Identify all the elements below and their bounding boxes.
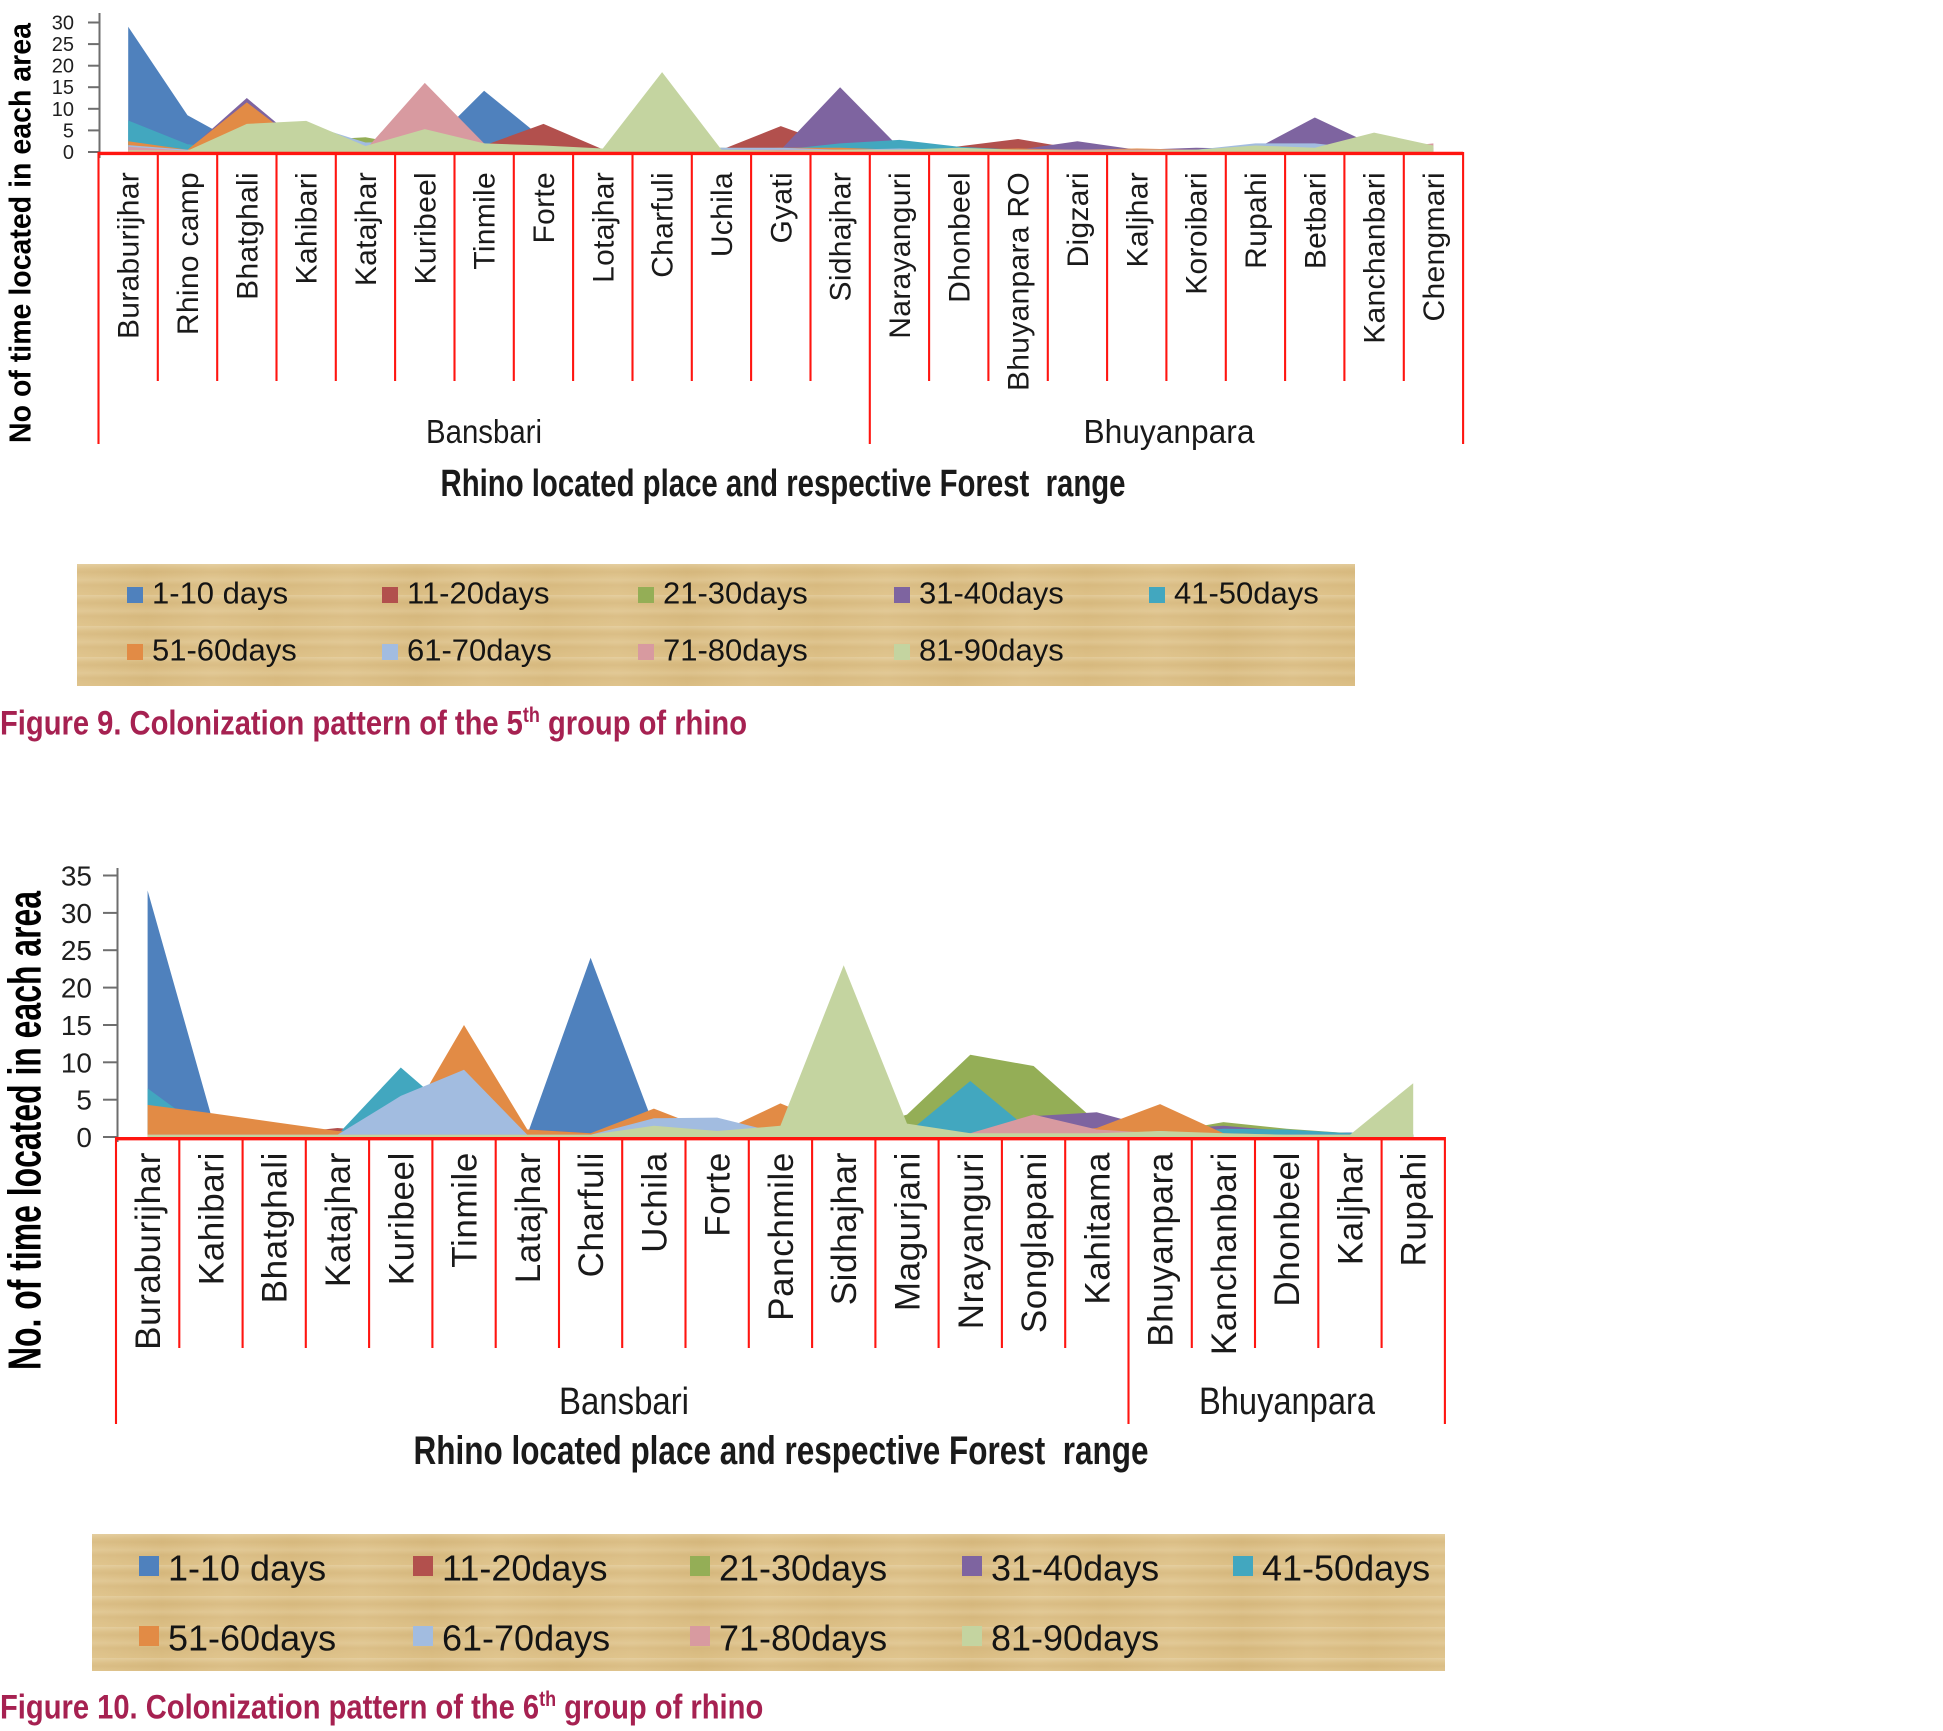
svg-text:Forte: Forte (528, 172, 561, 244)
svg-text:Rhino camp: Rhino camp (172, 172, 205, 335)
svg-text:Kanchanbari: Kanchanbari (1205, 1152, 1244, 1355)
svg-text:Digzari: Digzari (1062, 172, 1095, 267)
svg-text:35: 35 (61, 861, 92, 892)
svg-text:Dhonbeel: Dhonbeel (943, 172, 976, 303)
svg-text:0: 0 (63, 142, 74, 164)
svg-text:Uchila: Uchila (706, 172, 739, 257)
svg-text:Bhuyanpara: Bhuyanpara (1199, 1381, 1376, 1423)
svg-text:Buraburijhar: Buraburijhar (129, 1152, 168, 1350)
svg-text:Rupahi: Rupahi (1240, 172, 1273, 269)
svg-text:Kaljhar: Kaljhar (1121, 172, 1154, 267)
svg-text:Kahitama: Kahitama (1078, 1152, 1117, 1305)
svg-text:Rhino located place and respec: Rhino located place and respective Fores… (441, 463, 1126, 505)
svg-text:Kanchanbari: Kanchanbari (1359, 172, 1392, 344)
svg-text:Sidhajhar: Sidhajhar (825, 1152, 864, 1305)
svg-text:Bhuyanpara: Bhuyanpara (1084, 413, 1256, 450)
svg-text:Nrayanguri: Nrayanguri (952, 1152, 991, 1329)
svg-text:Tinmile: Tinmile (446, 1152, 485, 1268)
svg-text:Latajhar: Latajhar (509, 1152, 548, 1283)
svg-text:Sidhajhar: Sidhajhar (825, 172, 858, 301)
svg-text:30: 30 (52, 13, 74, 35)
svg-text:Charfuli: Charfuli (647, 172, 680, 278)
svg-text:Gyati: Gyati (765, 172, 798, 244)
svg-text:Uchila: Uchila (635, 1152, 674, 1253)
svg-text:No. of time located in each ar: No. of time located in each area (0, 891, 51, 1370)
svg-text:Koroibari: Koroibari (1181, 172, 1214, 295)
svg-text:Panchmile: Panchmile (762, 1152, 801, 1321)
svg-text:Lotajhar: Lotajhar (587, 172, 620, 283)
svg-text:Bansbari: Bansbari (426, 413, 542, 450)
svg-text:Narayanguri: Narayanguri (884, 172, 917, 339)
svg-text:Rhino located place and respec: Rhino located place and respective Fores… (414, 1429, 1149, 1473)
svg-text:Dhonbeel: Dhonbeel (1268, 1152, 1307, 1307)
svg-text:Bhatghali: Bhatghali (256, 1152, 295, 1303)
svg-text:Kahibari: Kahibari (192, 1152, 231, 1285)
svg-text:0: 0 (76, 1122, 92, 1153)
svg-text:15: 15 (61, 1010, 92, 1041)
svg-text:Bhuyanpara: Bhuyanpara (1142, 1152, 1181, 1347)
svg-text:Charfuli: Charfuli (572, 1152, 611, 1277)
svg-text:30: 30 (61, 898, 92, 929)
svg-text:Rupahi: Rupahi (1395, 1152, 1434, 1267)
svg-text:Forte: Forte (699, 1152, 738, 1237)
svg-text:Songlapani: Songlapani (1015, 1152, 1054, 1333)
svg-text:Chengmari: Chengmari (1418, 172, 1451, 321)
svg-text:10: 10 (52, 99, 74, 121)
svg-text:Kaljhar: Kaljhar (1332, 1152, 1371, 1265)
svg-text:Katajhar: Katajhar (350, 172, 383, 286)
svg-text:Kuribeel: Kuribeel (409, 172, 442, 284)
svg-text:5: 5 (63, 120, 74, 142)
svg-text:Buraburijhar: Buraburijhar (113, 172, 146, 339)
svg-text:15: 15 (52, 77, 74, 99)
svg-text:No of time located in each are: No of time located in each area (3, 22, 38, 443)
svg-text:20: 20 (61, 973, 92, 1004)
svg-text:20: 20 (52, 56, 74, 78)
svg-text:Bansbari: Bansbari (559, 1381, 689, 1423)
svg-text:Katajhar: Katajhar (319, 1152, 358, 1287)
svg-text:25: 25 (52, 34, 74, 56)
svg-text:Tinmile: Tinmile (469, 172, 502, 270)
svg-text:Bhuyanpara RO: Bhuyanpara RO (1003, 172, 1036, 391)
svg-text:Kahibari: Kahibari (291, 172, 324, 284)
svg-text:5: 5 (76, 1085, 92, 1116)
svg-text:Betbari: Betbari (1299, 172, 1332, 269)
svg-text:Kuribeel: Kuribeel (382, 1152, 421, 1285)
svg-text:Magurjani: Magurjani (889, 1152, 928, 1311)
svg-text:Bhatghali: Bhatghali (231, 172, 264, 300)
svg-text:25: 25 (61, 935, 92, 966)
svg-text:10: 10 (61, 1047, 92, 1078)
